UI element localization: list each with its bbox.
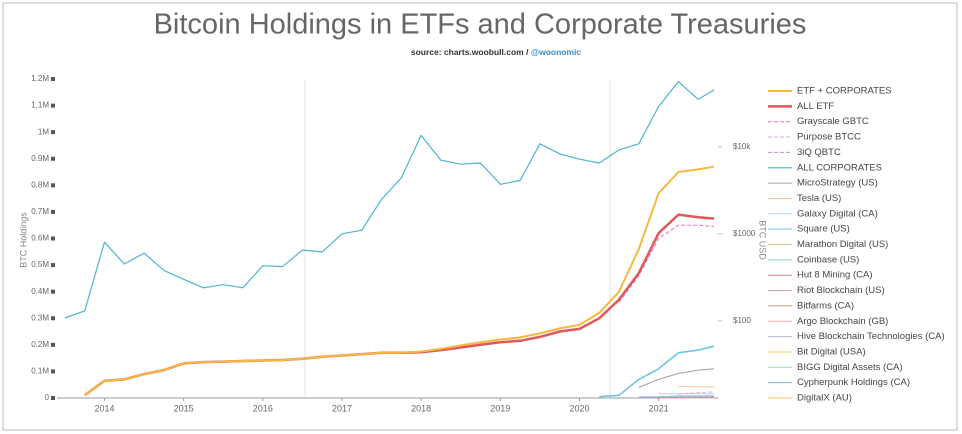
legend-label: BIGG Digital Assets (CA) bbox=[797, 362, 903, 373]
legend-label: Hut 8 Mining (CA) bbox=[797, 270, 873, 281]
y-tick-mark bbox=[51, 156, 55, 161]
y-tick-label: 1M bbox=[38, 127, 49, 136]
x-tick-label: 2019 bbox=[490, 403, 510, 413]
y-tick-mark bbox=[51, 130, 55, 135]
y-tick-mark bbox=[51, 183, 55, 188]
subtitle-link: @woonomic bbox=[531, 47, 582, 57]
y-tick-label: 0.8M bbox=[31, 180, 49, 189]
y-tick-label: 1.2M bbox=[31, 74, 49, 83]
series-line bbox=[638, 368, 715, 388]
y-tick-mark bbox=[51, 77, 55, 81]
y-tick-mark bbox=[51, 396, 55, 400]
y2-tick-label: $100 bbox=[733, 316, 751, 325]
legend-label: Bitfarms (CA) bbox=[797, 300, 854, 311]
x-tick-label: 2021 bbox=[649, 403, 669, 413]
y-tick-label: 0 bbox=[45, 393, 50, 402]
legend-label: Square (US) bbox=[797, 224, 850, 235]
legend-label: Argo Blockchain (GB) bbox=[797, 316, 888, 327]
legend-label: Grayscale GBTC bbox=[797, 116, 869, 127]
x-tick-label: 2018 bbox=[411, 403, 431, 413]
y-tick-label: 1.1M bbox=[31, 101, 49, 110]
y-tick-label: 0.5M bbox=[31, 260, 49, 269]
series-line bbox=[638, 396, 715, 399]
y-tick-label: 0.4M bbox=[31, 287, 49, 296]
chart-subtitle: source: charts.woobull.com / @woonomic bbox=[411, 47, 582, 57]
y2-axis-title: BTC USD bbox=[758, 220, 768, 260]
legend-label: ALL ETF bbox=[797, 101, 834, 112]
series-line bbox=[638, 395, 714, 398]
y-tick-mark bbox=[51, 263, 55, 268]
x-tick-label: 2014 bbox=[94, 403, 114, 413]
legend-label: ETF + CORPORATES bbox=[797, 86, 892, 97]
y-tick-mark bbox=[51, 342, 55, 347]
legend-label: Tesla (US) bbox=[797, 193, 841, 204]
x-tick-label: 2015 bbox=[174, 403, 194, 413]
y-tick-label: 0.9M bbox=[31, 154, 49, 163]
series-line bbox=[64, 81, 715, 319]
legend-label: Coinbase (US) bbox=[797, 254, 859, 265]
y-tick-mark bbox=[51, 103, 55, 108]
legend-label: Marathon Digital (US) bbox=[797, 239, 888, 250]
y2-tick-label: $1000 bbox=[733, 229, 756, 238]
x-tick-label: 2016 bbox=[253, 403, 273, 413]
y-tick-label: 0.2M bbox=[31, 340, 49, 349]
legend-label: Purpose BTCC bbox=[797, 132, 861, 143]
series-line bbox=[599, 345, 715, 398]
series-line bbox=[678, 391, 715, 395]
y-tick-mark bbox=[51, 236, 55, 241]
y2-tick-label: $10k bbox=[733, 142, 751, 151]
legend-label: Bit Digital (USA) bbox=[797, 346, 866, 357]
y-axis-title: BTC Holdings bbox=[18, 212, 28, 268]
subtitle-text: source: charts.woobull.com / bbox=[411, 47, 529, 57]
y-tick-mark bbox=[51, 369, 55, 374]
y-tick-label: 0.3M bbox=[31, 313, 49, 322]
legend-label: ALL CORPORATES bbox=[797, 162, 882, 173]
legend-label: Galaxy Digital (CA) bbox=[797, 208, 878, 219]
x-tick-label: 2020 bbox=[569, 403, 589, 413]
y-tick-mark bbox=[51, 316, 55, 321]
chart-title: Bitcoin Holdings in ETFs and Corporate T… bbox=[154, 9, 807, 41]
legend-label: Hive Blockchain Technologies (CA) bbox=[797, 331, 945, 342]
y-tick-mark bbox=[51, 209, 55, 214]
y-tick-label: 0.6M bbox=[31, 234, 49, 243]
x-tick-label: 2017 bbox=[332, 403, 352, 413]
legend-label: DigitalX (AU) bbox=[797, 393, 852, 404]
legend-label: MicroStrategy (US) bbox=[797, 178, 878, 189]
series-line bbox=[618, 224, 715, 303]
legend-label: 3iQ QBTC bbox=[797, 147, 841, 158]
y-tick-mark bbox=[51, 289, 55, 294]
series-line bbox=[84, 165, 715, 397]
legend-label: Riot Blockchain (US) bbox=[797, 285, 885, 296]
legend-label: Cypherpunk Holdings (CA) bbox=[797, 377, 910, 388]
y-tick-label: 0.7M bbox=[31, 207, 49, 216]
y-tick-label: 0.1M bbox=[31, 367, 49, 376]
